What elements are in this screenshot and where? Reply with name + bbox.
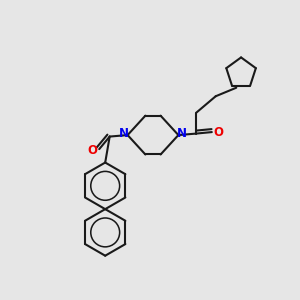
Text: O: O bbox=[88, 144, 98, 157]
Text: N: N bbox=[177, 127, 187, 140]
Text: N: N bbox=[119, 127, 129, 140]
Text: O: O bbox=[213, 126, 224, 139]
